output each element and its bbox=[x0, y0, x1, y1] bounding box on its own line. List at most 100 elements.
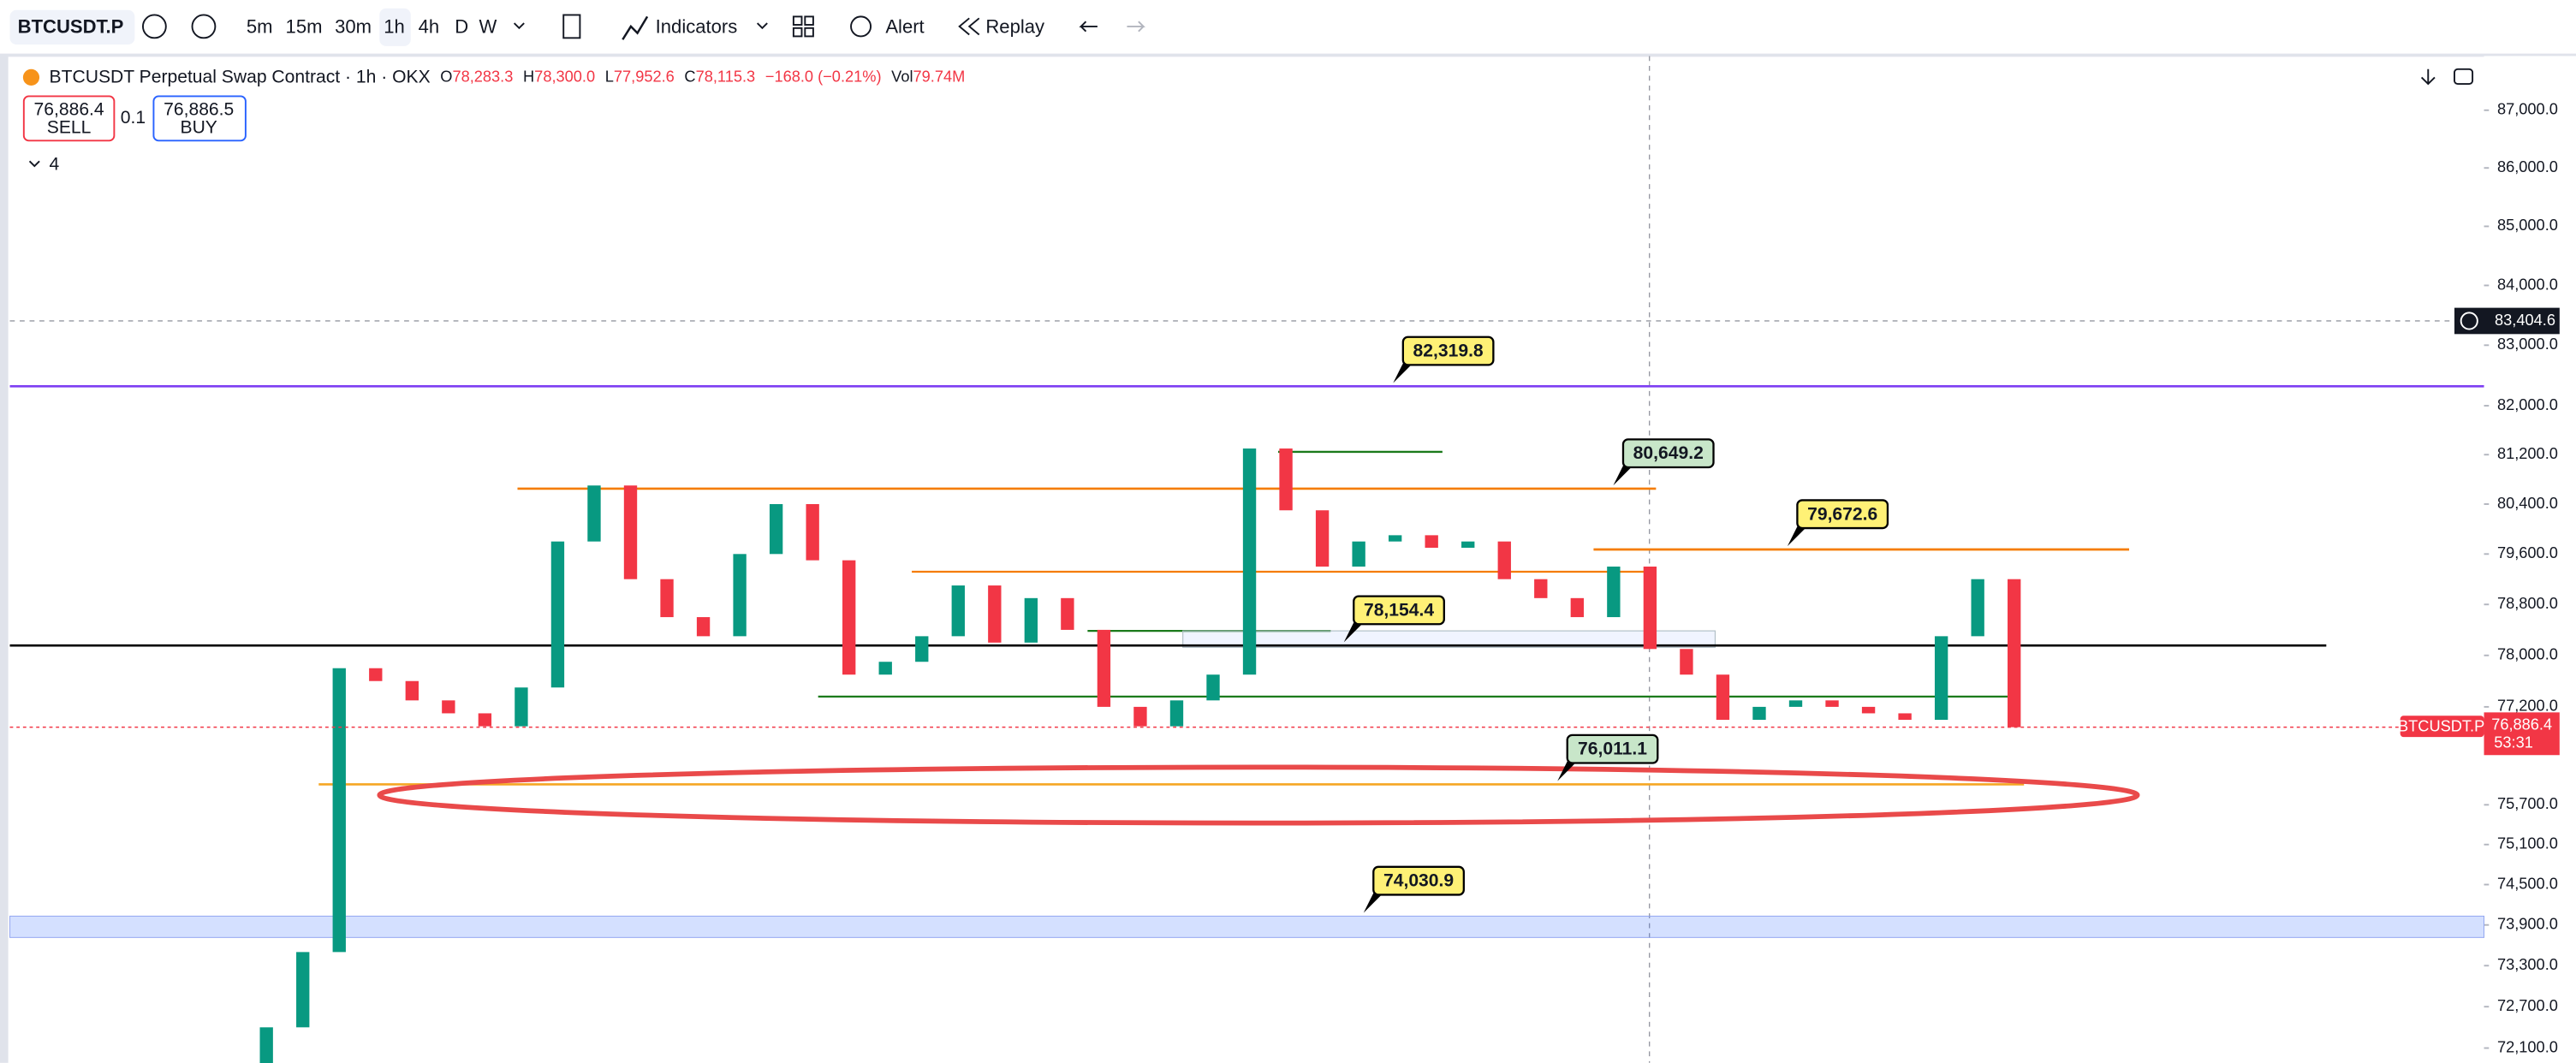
candle bbox=[1352, 541, 1365, 567]
interval-button[interactable]: D bbox=[455, 16, 468, 38]
price-axis bbox=[2484, 56, 2576, 1063]
callout-label: 80,649.2 bbox=[1633, 443, 1704, 463]
indicators-icon[interactable] bbox=[622, 15, 649, 40]
symbol-icon[interactable] bbox=[141, 14, 167, 39]
candle bbox=[442, 700, 455, 714]
interval-button[interactable]: W bbox=[479, 16, 497, 38]
replay-icon[interactable] bbox=[958, 17, 980, 36]
volume: 79.74M bbox=[913, 67, 966, 85]
candle bbox=[1752, 706, 1766, 721]
volume-key: Vol bbox=[891, 67, 913, 85]
indicators-count[interactable]: 4 bbox=[50, 155, 60, 175]
add-symbol[interactable] bbox=[191, 14, 217, 39]
callout-label: 76,011.1 bbox=[1578, 739, 1647, 759]
candle bbox=[988, 585, 1002, 643]
alert-button[interactable]: Alert bbox=[885, 16, 924, 38]
y-tick-label: 85,000.0 bbox=[2497, 216, 2558, 234]
y-tick-label: 84,000.0 bbox=[2497, 275, 2558, 293]
candle bbox=[1971, 579, 1984, 637]
interval-button[interactable]: 1h bbox=[384, 16, 405, 38]
y-tick-label: 82,000.0 bbox=[2497, 395, 2558, 413]
symbol[interactable]: BTCUSDT.P bbox=[18, 16, 124, 38]
sell-label[interactable]: SELL bbox=[47, 117, 92, 137]
price-tag bbox=[2484, 712, 2560, 756]
candle bbox=[878, 662, 892, 675]
y-tick-label: 75,700.0 bbox=[2497, 794, 2558, 812]
buy-button[interactable] bbox=[152, 95, 247, 142]
callout-pointer bbox=[1613, 466, 1633, 486]
candle bbox=[842, 560, 856, 675]
candle bbox=[405, 680, 419, 701]
redo[interactable] bbox=[1127, 21, 1145, 33]
buy-price[interactable]: 76,886.5 bbox=[164, 99, 234, 119]
candle bbox=[515, 687, 528, 727]
ohlc-value: 77,952.6 bbox=[614, 67, 675, 85]
candle bbox=[1279, 448, 1293, 511]
candle bbox=[550, 541, 565, 688]
symbol-tag-text: BTCUSDT.P bbox=[2398, 716, 2484, 734]
left-frame bbox=[0, 56, 9, 1063]
candle bbox=[1242, 448, 1257, 675]
change: −168.0 (−0.21%) bbox=[765, 67, 882, 85]
symbol-box[interactable] bbox=[9, 9, 135, 45]
fullscreen-button[interactable] bbox=[2454, 68, 2474, 86]
callout-pointer bbox=[1557, 761, 1578, 781]
y-tick-label: 86,000.0 bbox=[2497, 157, 2558, 175]
zone-box bbox=[1182, 630, 1716, 648]
scroll-button[interactable] bbox=[2420, 68, 2436, 86]
callout-label: 79,672.6 bbox=[1807, 504, 1877, 524]
candle bbox=[369, 668, 383, 681]
candle bbox=[623, 485, 638, 579]
alert-icon[interactable] bbox=[850, 15, 872, 38]
candle bbox=[332, 668, 346, 953]
templates[interactable] bbox=[792, 15, 814, 38]
candle bbox=[769, 503, 783, 555]
indicators-menu[interactable] bbox=[756, 22, 768, 30]
candle bbox=[1061, 597, 1074, 630]
symbol-tag bbox=[2400, 716, 2484, 738]
candle bbox=[1097, 629, 1111, 707]
buy-label[interactable]: BUY bbox=[181, 117, 217, 137]
sell-button[interactable] bbox=[22, 95, 116, 142]
chart-type[interactable] bbox=[562, 14, 581, 39]
countdown: 53:31 bbox=[2494, 733, 2533, 751]
candle bbox=[1716, 674, 1730, 721]
ohlc-key: O bbox=[440, 67, 452, 85]
legend: BTCUSDT Perpetual Swap Contract · 1h · O… bbox=[50, 67, 966, 86]
candle bbox=[951, 585, 965, 637]
chevron[interactable] bbox=[28, 160, 40, 168]
highlight-ellipse bbox=[377, 764, 2140, 826]
indicators-button[interactable]: Indicators bbox=[656, 16, 738, 38]
interval-button[interactable]: 15m bbox=[286, 16, 323, 38]
candle bbox=[660, 579, 674, 618]
sell-price[interactable]: 76,886.4 bbox=[34, 99, 104, 119]
candle bbox=[1024, 597, 1038, 643]
candle bbox=[1497, 541, 1511, 579]
callout-box bbox=[1353, 595, 1445, 626]
indicators-toggle[interactable] bbox=[21, 151, 62, 178]
quantity[interactable]: 0.1 bbox=[121, 108, 146, 128]
interval-menu[interactable] bbox=[513, 22, 525, 30]
interval-button[interactable]: 4h bbox=[419, 16, 440, 38]
candle bbox=[1607, 566, 1621, 618]
crosshair-plus bbox=[2460, 312, 2478, 330]
candle bbox=[478, 713, 492, 727]
replay-button[interactable]: Replay bbox=[985, 16, 1044, 38]
interval-button[interactable]: 5m bbox=[247, 16, 273, 38]
level-zone bbox=[9, 915, 2485, 938]
candle bbox=[1643, 566, 1657, 650]
interval-button[interactable]: 30m bbox=[335, 16, 372, 38]
candle bbox=[1388, 535, 1402, 542]
callout-box bbox=[1566, 733, 1659, 764]
candle bbox=[1825, 700, 1839, 707]
undo[interactable] bbox=[1079, 21, 1098, 33]
candle bbox=[1169, 700, 1184, 727]
candle bbox=[1788, 700, 1803, 707]
y-tick-label: 80,400.0 bbox=[2497, 494, 2558, 512]
candle bbox=[2008, 579, 2021, 727]
candle bbox=[1133, 706, 1147, 727]
candle bbox=[1570, 597, 1584, 618]
candle bbox=[1861, 706, 1876, 714]
candle bbox=[1934, 636, 1948, 721]
coin-icon bbox=[22, 68, 40, 86]
